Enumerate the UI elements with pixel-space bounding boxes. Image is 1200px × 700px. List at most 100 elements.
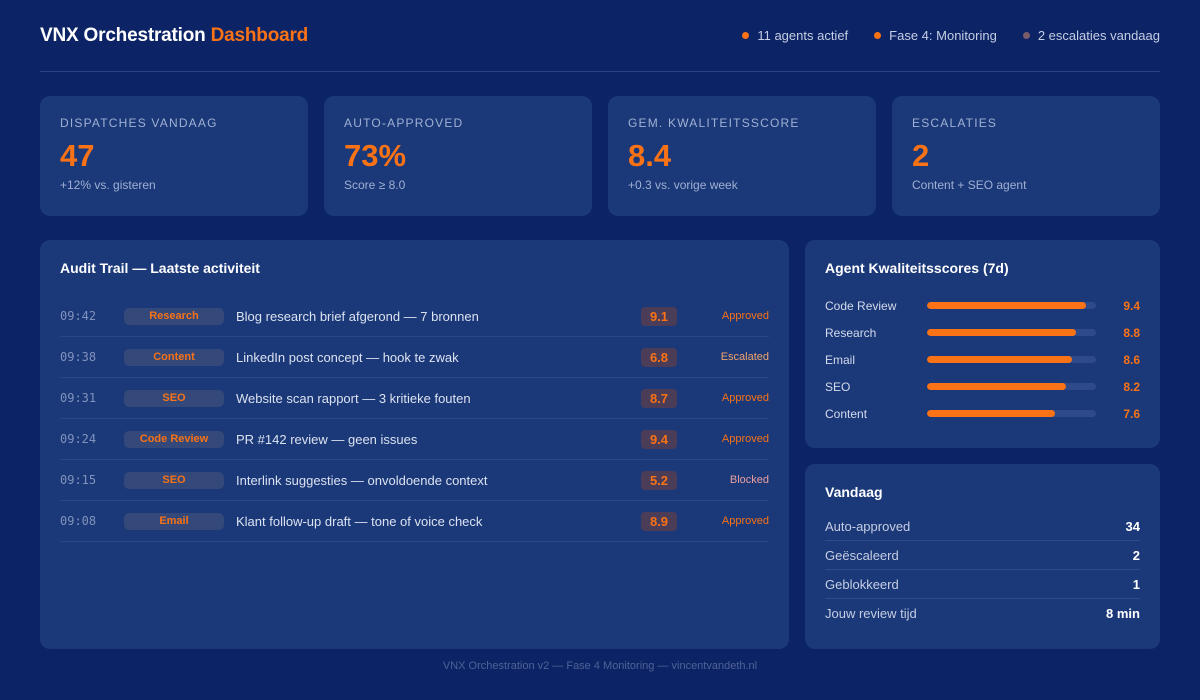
agent-name: Research: [825, 325, 877, 340]
today-label: Jouw review tijd: [825, 606, 917, 621]
score-bar-track: [927, 410, 1096, 417]
kpi-subtext: Content + SEO agent: [912, 178, 1027, 192]
score-value: 8.8: [1123, 325, 1140, 340]
audit-row[interactable]: 09:42 Research Blog research brief afgeron…: [60, 296, 769, 337]
status-label: Approved: [721, 310, 769, 322]
kpi-value: 8.4: [628, 138, 672, 173]
score-value: 7.6: [1123, 406, 1140, 421]
today-value: 2: [1132, 547, 1140, 563]
score-badge: 6.8: [641, 347, 677, 367]
agent-name: Email: [825, 352, 856, 367]
score-badge: 9.1: [641, 306, 677, 326]
audit-time: 09:38: [60, 350, 97, 364]
app-title-accent: Dashboard: [210, 24, 309, 46]
agent-tag: Email: [124, 512, 224, 530]
score-bar-track: [927, 329, 1096, 336]
score-bar-track: [927, 383, 1096, 390]
today-label: Geëscaleerd: [825, 547, 899, 563]
score-row: SEO 8.2: [825, 373, 1140, 400]
header: VNX Orchestration Dashboard 11 agents ac…: [40, 0, 1160, 72]
status-phase: Fase 4: Monitoring: [874, 28, 997, 43]
agent-scores-list: Code Review 9.4 Research 8.8 Email 8.6 SEO 8.2 C…: [825, 292, 1140, 427]
audit-row[interactable]: 09:24 Code Review PR #142 review — geen is…: [60, 419, 769, 460]
agent-scores-panel: Agent Kwaliteitsscores (7d) Code Review 9…: [805, 240, 1160, 448]
score-badge: 8.9: [641, 511, 677, 531]
audit-trail-panel: Audit Trail — Laatste activiteit 09:42 Re…: [40, 240, 789, 649]
agent-tag: Code Review: [124, 430, 224, 448]
app-title: VNX Orchestration Dashboard: [40, 25, 308, 47]
today-row: Jouw review tijd 8 min: [825, 599, 1140, 628]
score-badge: 8.7: [641, 388, 677, 408]
agent-name: Code Review: [825, 298, 897, 313]
kpi-card-escalations: Escalaties 2 Content + SEO agent: [892, 96, 1160, 216]
score-bar-track: [927, 356, 1096, 363]
score-bar-fill: [927, 410, 1056, 417]
status-escalations: 2 escalaties vandaag: [1022, 28, 1160, 43]
audit-description: Klant follow-up draft — tone of voice ch…: [236, 513, 483, 529]
score-bar-track: [927, 302, 1096, 309]
today-row: Geëscaleerd 2: [825, 541, 1140, 570]
score-row: Content 7.6: [825, 400, 1140, 427]
kpi-label: Dispatches vandaag: [60, 116, 218, 130]
score-value: 8.6: [1123, 352, 1140, 367]
status-dot-icon: [742, 32, 750, 39]
today-label: Geblokkeerd: [825, 576, 899, 592]
status-dot-icon: [874, 32, 882, 39]
kpi-label: Auto-approved: [344, 116, 464, 130]
today-row: Auto-approved 34: [825, 512, 1140, 541]
audit-row[interactable]: 09:08 Email Klant follow-up draft — tone o…: [60, 501, 769, 542]
status-label: Approved: [721, 433, 769, 445]
agent-name: Content: [825, 406, 868, 421]
today-value: 8 min: [1106, 606, 1140, 621]
today-list: Auto-approved 34 Geëscaleerd 2 Geblokkeerd 1 J…: [825, 512, 1140, 628]
audit-trail-title: Audit Trail — Laatste activiteit: [60, 260, 260, 276]
kpi-value: 47: [60, 138, 95, 173]
audit-description: PR #142 review — geen issues: [236, 431, 418, 447]
status-label: Approved: [721, 392, 769, 404]
footer: VNX Orchestration v2 — Fase 4 Monitoring…: [442, 660, 758, 672]
kpi-card-dispatches: Dispatches vandaag 47 +12% vs. gisteren: [40, 96, 308, 216]
audit-row[interactable]: 09:31 SEO Website scan rapport — 3 kritiek…: [60, 378, 769, 419]
status-label: 2 escalaties vandaag: [1037, 28, 1160, 43]
today-panel: Vandaag Auto-approved 34 Geëscaleerd 2 Geblo…: [805, 464, 1160, 649]
status-label: Escalated: [720, 351, 769, 363]
status-label: Approved: [721, 515, 769, 527]
today-value: 1: [1132, 576, 1140, 592]
status-label: Fase 4: Monitoring: [889, 28, 997, 43]
audit-trail-list: 09:42 Research Blog research brief afgeron…: [60, 296, 769, 542]
score-bar-fill: [927, 356, 1073, 363]
score-value: 9.4: [1123, 298, 1140, 313]
audit-description: LinkedIn post concept — hook te zwak: [236, 349, 459, 365]
kpi-label: Escalaties: [912, 116, 998, 130]
audit-row[interactable]: 09:15 SEO Interlink suggesties — onvoldoen…: [60, 460, 769, 501]
score-badge: 5.2: [641, 470, 677, 490]
agent-tag: Content: [124, 348, 224, 366]
kpi-label: Gem. kwaliteitsscore: [628, 116, 800, 130]
agent-scores-title: Agent Kwaliteitsscores (7d): [825, 260, 1009, 276]
status-bar: 11 agents actief Fase 4: Monitoring 2 es…: [742, 28, 1160, 43]
audit-description: Blog research brief afgerond — 7 bronnen: [236, 308, 479, 324]
audit-time: 09:08: [60, 514, 97, 528]
today-label: Auto-approved: [825, 518, 911, 534]
today-value: 34: [1125, 518, 1140, 534]
audit-time: 09:24: [60, 432, 97, 446]
app-title-main: VNX Orchestration: [40, 24, 206, 46]
score-row: Code Review 9.4: [825, 292, 1140, 319]
status-agents-active: 11 agents actief: [742, 28, 848, 43]
audit-row[interactable]: 09:38 Content LinkedIn post concept — hook…: [60, 337, 769, 378]
audit-description: Website scan rapport — 3 kritieke fouten: [236, 390, 471, 406]
agent-tag: Research: [124, 307, 224, 325]
status-label: Blocked: [729, 474, 769, 486]
status-dot-icon: [1022, 32, 1030, 39]
score-badge: 9.4: [641, 429, 677, 449]
kpi-card-quality-score: Gem. kwaliteitsscore 8.4 +0.3 vs. vorige…: [608, 96, 876, 216]
kpi-subtext: Score ≥ 8.0: [344, 178, 406, 192]
score-bar-fill: [927, 383, 1066, 390]
agent-tag: SEO: [124, 389, 224, 407]
kpi-row: Dispatches vandaag 47 +12% vs. gisteren …: [40, 96, 1160, 216]
score-row: Research 8.8: [825, 319, 1140, 346]
score-row: Email 8.6: [825, 346, 1140, 373]
score-value: 8.2: [1123, 379, 1140, 394]
agent-name: SEO: [825, 379, 851, 394]
